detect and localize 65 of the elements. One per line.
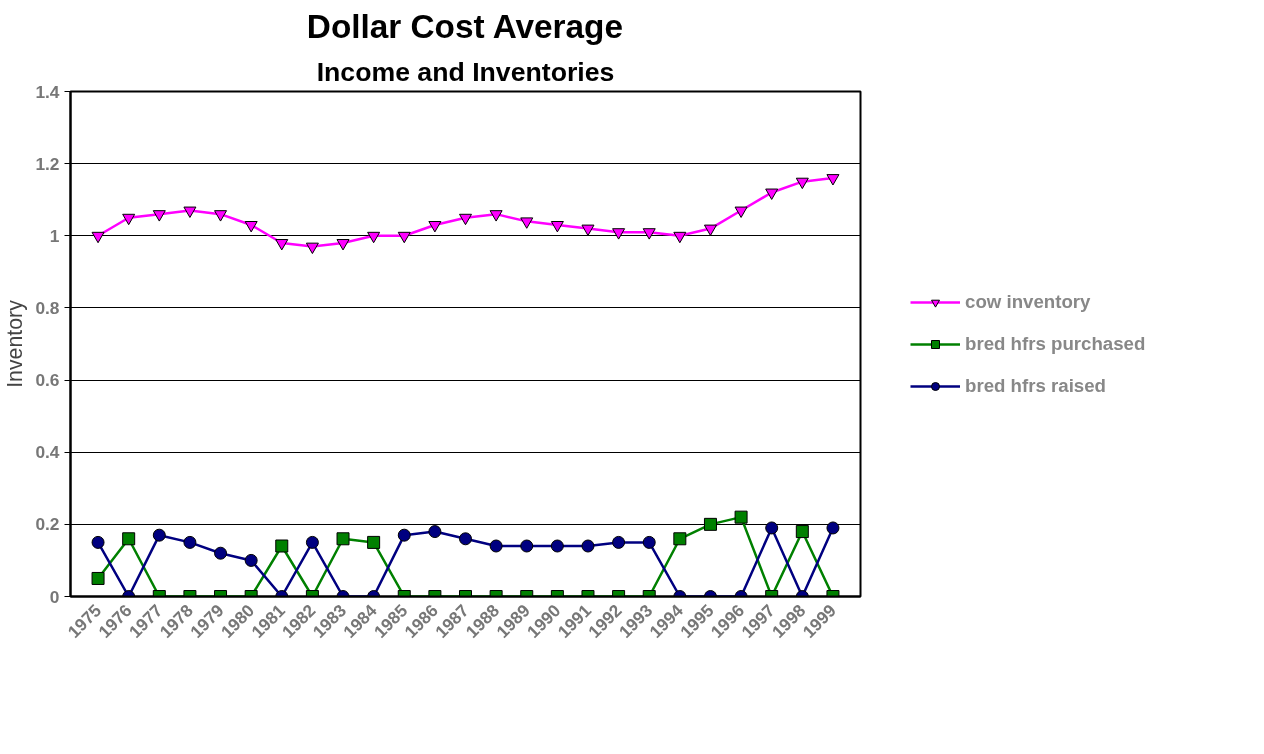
point: [642, 228, 656, 240]
y-tick-label: 1.2: [35, 153, 60, 174]
point: [826, 521, 840, 535]
point: [305, 535, 319, 549]
point: [428, 221, 442, 233]
point: [612, 228, 626, 240]
y-tick-label: 0.2: [35, 514, 60, 535]
point: [520, 539, 534, 553]
point: [397, 528, 411, 542]
y-tick-label: 0.6: [35, 370, 60, 391]
point: [275, 239, 289, 251]
point: [336, 532, 350, 546]
point: [795, 525, 809, 539]
point: [795, 177, 809, 190]
point: [91, 231, 105, 244]
point: [703, 224, 717, 236]
point: [489, 539, 503, 553]
point: [642, 535, 656, 549]
point: [428, 525, 442, 539]
y-tick-label: 1.4: [35, 81, 60, 102]
legend-label: bred hfrs purchased: [965, 332, 1146, 355]
point: [152, 528, 166, 542]
point: [459, 213, 472, 226]
chart-title: Dollar Cost Average: [306, 7, 623, 45]
point: [122, 213, 136, 226]
point: [367, 231, 381, 244]
point: [581, 224, 595, 236]
point: [397, 231, 411, 244]
point: [122, 532, 136, 546]
y-tick-label: 1: [49, 225, 60, 246]
point: [244, 553, 258, 567]
point: [765, 188, 779, 200]
y-tick-label: 0.8: [35, 297, 60, 318]
chart-subtitle: Income and Inventories: [316, 56, 615, 87]
point: [550, 539, 564, 553]
point: [520, 217, 534, 229]
point: [673, 231, 687, 244]
point: [703, 517, 717, 531]
point: [581, 539, 595, 553]
point: [734, 206, 748, 218]
legend-label: bred hfrs raised: [965, 374, 1107, 397]
point: [734, 510, 748, 524]
point: [91, 571, 105, 585]
point: [612, 535, 626, 549]
point: [152, 210, 166, 222]
point: [459, 532, 472, 546]
point: [183, 535, 197, 549]
point: [336, 239, 350, 251]
point: [367, 535, 381, 549]
point: [305, 242, 319, 255]
legend-label: cow inventory: [965, 290, 1091, 313]
point: [489, 210, 503, 222]
point: [91, 535, 105, 549]
point: [826, 174, 840, 186]
point: [214, 210, 228, 222]
y-tick-label: 0: [49, 586, 60, 607]
point: [550, 221, 564, 233]
point: [275, 539, 289, 553]
point: [673, 532, 687, 546]
point: [244, 221, 258, 233]
y-tick-label: 0.4: [35, 442, 60, 463]
point: [183, 206, 197, 218]
point: [214, 546, 228, 560]
point: [765, 521, 779, 535]
y-axis-title: Inventory: [3, 299, 28, 388]
